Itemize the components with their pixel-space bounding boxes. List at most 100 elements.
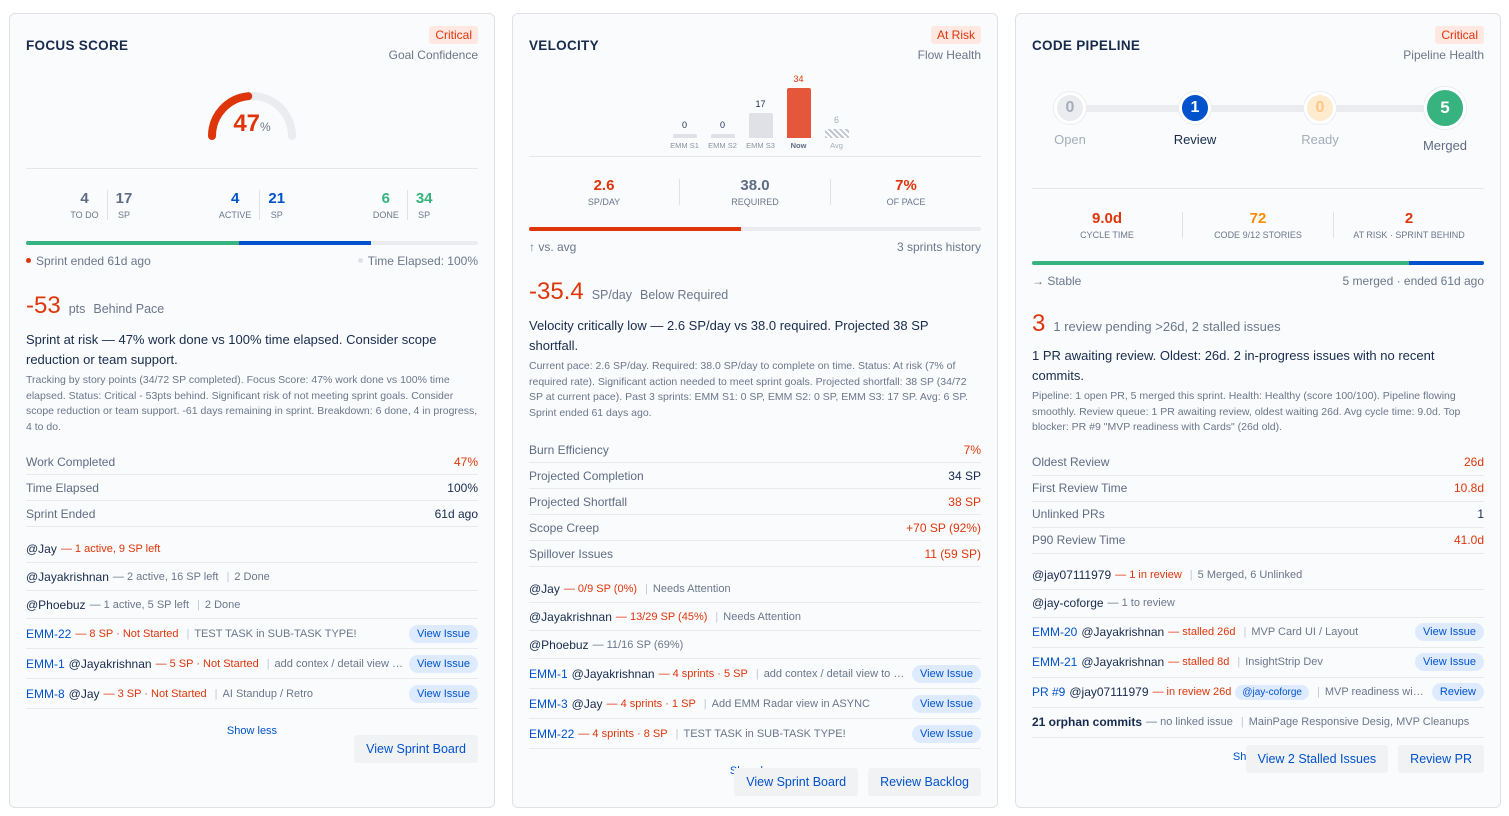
stat-divider xyxy=(679,179,680,205)
person-row: @Jay — 1 active, 9 SP left xyxy=(26,535,478,563)
review-segment xyxy=(1408,261,1484,265)
issue-key[interactable]: EMM-8 xyxy=(26,686,65,701)
person-row: @Jayakrishnan — 2 active, 16 SP left | 2 Do… xyxy=(26,563,478,591)
status-badge: Critical xyxy=(1435,26,1484,44)
metric-row: P90 Review Time 41.0d xyxy=(1032,528,1484,554)
review-backlog-button[interactable]: Review Backlog xyxy=(868,768,981,796)
review-button[interactable]: Review xyxy=(1431,683,1484,701)
stat-sp: 21 SP xyxy=(259,190,285,220)
pipeline-stats: 9.0d CYCLE TIME 72 CODE 9/12 STORIES 2 AT RIS… xyxy=(1032,189,1484,261)
issue-title: MVP readiness with C... xyxy=(1324,686,1426,698)
velocity-stats: 2.6 SP/DAY 38.0 REQUIRED 7% OF PACE xyxy=(529,157,981,227)
person-name[interactable]: @Jay xyxy=(26,541,57,556)
stat-value: 9.0d xyxy=(1091,210,1122,227)
velocity-chart: 0 EMM S1 0 EMM S2 17 EMM S3 34 Now 6 Avg xyxy=(529,74,981,169)
stat-value: 4 xyxy=(80,190,89,207)
big-label: 1 review pending >26d, 2 stalled issues xyxy=(1053,319,1281,334)
issue-key[interactable]: EMM-22 xyxy=(26,626,72,641)
issue-key[interactable]: EMM-22 xyxy=(529,726,575,741)
issue-key[interactable]: EMM-1 xyxy=(529,666,568,681)
person-name[interactable]: @Jay xyxy=(529,581,560,596)
stat-label: REQUIRED xyxy=(731,197,779,207)
stat-divider xyxy=(1182,212,1183,238)
view-2-stalled-issues-button[interactable]: View 2 Stalled Issues xyxy=(1245,745,1389,773)
bar-value-label: 0 xyxy=(719,120,725,130)
person-row: @Phoebuz — 1 active, 5 SP left | 2 Done xyxy=(26,591,478,619)
stat-label: TO DO xyxy=(70,210,99,220)
issues-list: EMM-20 @Jayakrishnan — stalled 26d | MVP Car… xyxy=(1032,618,1484,738)
view-sprint-board-button[interactable]: View Sprint Board xyxy=(354,735,478,763)
bar-category-label: Avg xyxy=(830,141,843,150)
metric-label: Sprint Ended xyxy=(26,506,96,521)
issue-info: — 3 SP · Not Started xyxy=(103,687,207,700)
card-title: VELOCITY xyxy=(529,38,599,53)
view-issue-button[interactable]: View Issue xyxy=(912,724,981,743)
issue-title: MainPage Responsive Desig, MVP Cleanups xyxy=(1248,716,1470,728)
metric-row: Burn Efficiency 7% xyxy=(529,437,981,463)
pipeline-step-open[interactable]: 0 xyxy=(1054,92,1086,124)
issue-key[interactable]: EMM-1 xyxy=(26,656,65,671)
people-list: @Jay — 0/9 SP (0%) | Needs Attention @Jayakr… xyxy=(529,575,981,659)
status-dot-icon xyxy=(26,258,31,263)
separator: | xyxy=(755,667,759,680)
show-less-link[interactable]: Show less xyxy=(226,725,278,737)
stat-sp-label: SP xyxy=(117,210,130,220)
view-issue-button[interactable]: View Issue xyxy=(912,694,981,713)
issue-row: EMM-21 @Jayakrishnan — stalled 8d | InsightS… xyxy=(1032,648,1484,678)
metric-row: First Review Time 10.8d xyxy=(1032,476,1484,502)
active-segment xyxy=(239,241,372,245)
metric-label: Projected Shortfall xyxy=(529,494,628,509)
view-issue-button[interactable]: View Issue xyxy=(1415,653,1484,671)
person-row: @Jay — 0/9 SP (0%) | Needs Attention xyxy=(529,575,981,603)
view-issue-button[interactable]: View Issue xyxy=(1415,623,1484,641)
view-sprint-board-button[interactable]: View Sprint Board xyxy=(734,768,859,796)
view-issue-button[interactable]: View Issue xyxy=(912,664,981,683)
separator: | xyxy=(715,610,719,623)
stat-sp: 17 SP xyxy=(106,190,132,220)
focus-score-card: FOCUS SCORE Critical Goal Confidence 47%… xyxy=(9,13,495,808)
stat-label: ACTIVE xyxy=(218,210,252,220)
metric-row: Projected Shortfall 38 SP xyxy=(529,489,981,515)
big-label: Behind Pace xyxy=(93,302,165,316)
stat-divider xyxy=(830,179,831,205)
metric-value: 61d ago xyxy=(434,506,478,521)
metrics-list: Oldest Review 26d First Review Time 10.8d Un… xyxy=(1032,450,1484,554)
pipeline-step-review[interactable]: 1 xyxy=(1179,92,1211,124)
person-name[interactable]: @Jayakrishnan xyxy=(529,609,612,624)
stat-value: 2.6 xyxy=(593,177,615,194)
issue-key[interactable]: EMM-21 xyxy=(1032,655,1078,669)
issue-key[interactable]: EMM-3 xyxy=(529,696,568,711)
person-name[interactable]: @Phoebuz xyxy=(26,597,86,612)
issue-assignee: @Jayakrishnan xyxy=(571,666,655,681)
view-issue-button[interactable]: View Issue xyxy=(409,654,478,673)
person-name[interactable]: @jay-coforge xyxy=(1032,596,1104,610)
pipeline-step-label: Review xyxy=(1173,132,1217,147)
separator: | xyxy=(186,627,190,640)
pipeline-step-label: Ready xyxy=(1301,132,1339,147)
bar-value-label: 34 xyxy=(793,74,804,84)
issue-key[interactable]: EMM-20 xyxy=(1032,625,1078,639)
metric-value: 10.8d xyxy=(1453,481,1484,495)
person-name[interactable]: @Phoebuz xyxy=(529,637,589,652)
view-issue-button[interactable]: View Issue xyxy=(409,684,478,703)
issue-assignee: @Jayakrishnan xyxy=(1081,625,1165,639)
person-extra: 2 Done xyxy=(234,570,270,583)
review-pr-button[interactable]: Review PR xyxy=(1398,745,1484,773)
separator: | xyxy=(1243,626,1247,638)
issue-key[interactable]: PR #9 xyxy=(1032,685,1066,699)
person-name[interactable]: @jay07111979 xyxy=(1032,568,1112,582)
person-name[interactable]: @Jayakrishnan xyxy=(26,569,109,584)
metric-label: P90 Review Time xyxy=(1032,533,1126,547)
metric-label: Time Elapsed xyxy=(26,480,99,495)
issue-title: InsightStrip Dev xyxy=(1245,656,1323,668)
bar-value-label: 0 xyxy=(681,120,687,130)
velocity-bar xyxy=(824,129,849,138)
pipeline-step-ready[interactable]: 0 xyxy=(1304,92,1336,124)
status-badge: Critical xyxy=(429,26,478,44)
view-issue-button[interactable]: View Issue xyxy=(409,624,478,643)
pipeline-step-label: Merged xyxy=(1422,138,1468,153)
separator: | xyxy=(1317,686,1320,698)
code-pipeline-card: CODE PIPELINE Critical Pipeline Health 0… xyxy=(1015,13,1501,808)
pipeline-step-merged[interactable]: 5 xyxy=(1424,87,1466,129)
velocity-bar xyxy=(748,113,773,138)
